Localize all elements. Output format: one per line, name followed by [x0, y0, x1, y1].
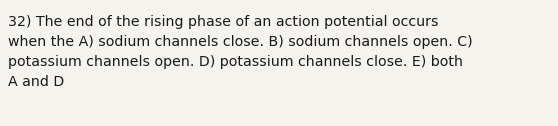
- Text: 32) The end of the rising phase of an action potential occurs
when the A) sodium: 32) The end of the rising phase of an ac…: [8, 15, 473, 89]
